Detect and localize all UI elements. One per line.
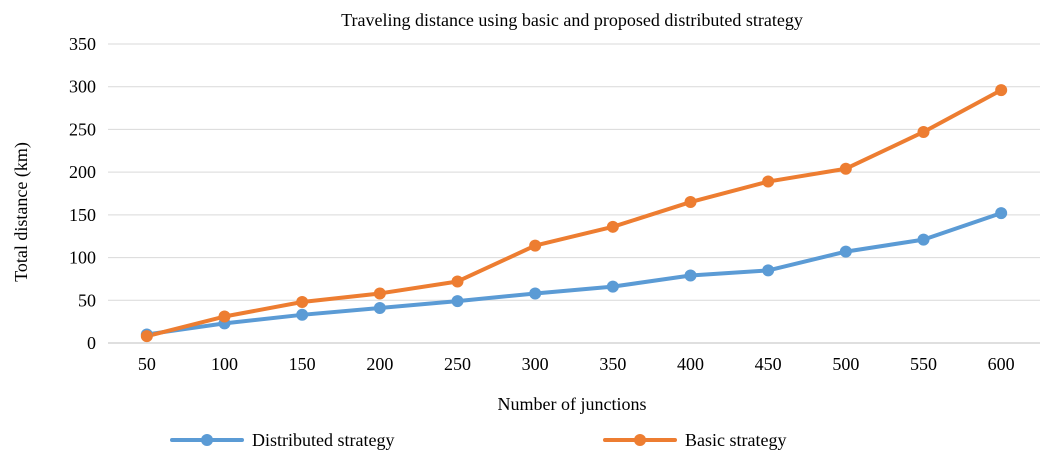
chart-title: Traveling distance using basic and propo…	[341, 10, 803, 30]
series-lines	[144, 88, 1004, 339]
x-tick-label-50: 50	[138, 354, 156, 374]
data-point-s1-200	[373, 301, 386, 314]
data-point-s1-350	[606, 280, 619, 293]
y-tick-label-300: 300	[69, 77, 96, 97]
y-axis-title: Total distance (km)	[11, 142, 32, 282]
y-tick-labels: 0 50 100 150 200 250 300 350	[69, 34, 96, 353]
data-point-s1-550	[917, 233, 930, 246]
x-tick-label-250: 250	[444, 354, 471, 374]
data-point-s1-600	[995, 207, 1008, 220]
data-point-s1-300	[529, 287, 542, 300]
data-point-s1-500	[839, 245, 852, 258]
data-point-s2-200	[373, 287, 386, 300]
y-tick-label-50: 50	[78, 290, 96, 310]
series-line-2	[144, 88, 1004, 339]
x-tick-label-350: 350	[599, 354, 626, 374]
legend-marker-2	[634, 434, 646, 446]
data-point-s2-500	[839, 162, 852, 175]
data-point-s2-50	[140, 330, 153, 343]
legend-label-2: Basic strategy	[685, 430, 786, 450]
x-tick-label-100: 100	[211, 354, 238, 374]
data-point-s2-250	[451, 275, 464, 288]
data-point-s2-550	[917, 125, 930, 138]
x-tick-label-400: 400	[677, 354, 704, 374]
y-tick-label-0: 0	[87, 333, 96, 353]
x-tick-label-450: 450	[755, 354, 782, 374]
data-point-s2-400	[684, 196, 697, 209]
data-point-s1-250	[451, 295, 464, 308]
x-tick-label-300: 300	[522, 354, 549, 374]
data-point-s2-350	[606, 220, 619, 233]
x-tick-label-150: 150	[289, 354, 316, 374]
data-point-s1-400	[684, 269, 697, 282]
legend-marker-1	[201, 434, 213, 446]
y-tick-label-250: 250	[69, 119, 96, 139]
data-point-s2-300	[529, 239, 542, 252]
x-tick-label-550: 550	[910, 354, 937, 374]
series-points	[140, 84, 1008, 343]
legend: Distributed strategy Basic strategy	[170, 430, 786, 450]
data-point-s1-450	[762, 264, 775, 277]
y-tick-label-200: 200	[69, 162, 96, 182]
data-point-s2-450	[762, 175, 775, 188]
data-point-s2-600	[995, 84, 1008, 97]
x-tick-label-500: 500	[832, 354, 859, 374]
y-tick-label-100: 100	[69, 248, 96, 268]
series-line-1	[144, 211, 1004, 337]
y-tick-label-350: 350	[69, 34, 96, 54]
y-tick-label-150: 150	[69, 205, 96, 225]
x-axis-title: Number of junctions	[498, 394, 647, 414]
data-point-s2-150	[296, 295, 309, 308]
gridlines	[108, 43, 1040, 344]
x-tick-labels: 50 100 150 200 250 300 350 400 450 500 550 600	[138, 354, 1015, 374]
x-tick-label-200: 200	[366, 354, 393, 374]
legend-label-1: Distributed strategy	[252, 430, 394, 450]
data-point-s1-150	[296, 308, 309, 321]
data-point-s2-100	[218, 310, 231, 323]
x-tick-label-600: 600	[988, 354, 1015, 374]
